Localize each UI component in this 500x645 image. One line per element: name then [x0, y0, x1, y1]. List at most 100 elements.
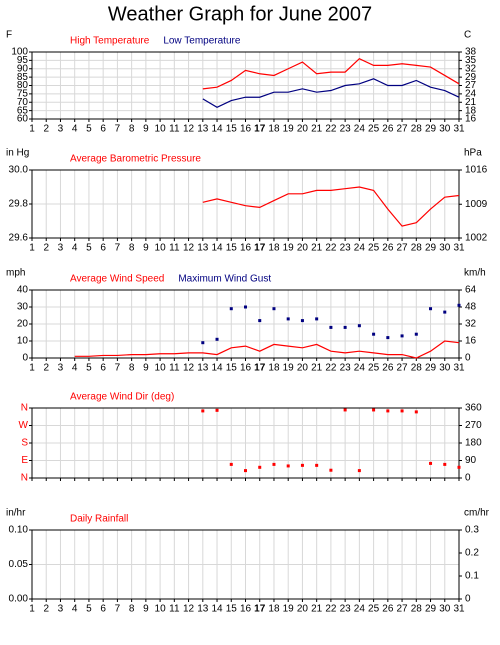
y2-axis-unit: C: [464, 30, 471, 41]
y2-tick-label: 1002: [465, 233, 488, 244]
data-point: [414, 410, 418, 414]
x-tick-label: 4: [72, 243, 78, 254]
x-tick-label: 28: [411, 124, 423, 135]
y2-tick-label: 32: [465, 319, 477, 330]
y-tick-label: 29.8: [9, 199, 29, 210]
y2-tick-label: 0: [465, 594, 471, 605]
y-tick-label: 60: [17, 114, 29, 125]
x-tick-label: 11: [169, 243, 180, 254]
x-tick-label: 27: [397, 604, 409, 615]
x-tick-label: 15: [226, 124, 238, 135]
x-tick-label: 29: [425, 124, 437, 135]
data-point: [286, 317, 290, 321]
data-point: [215, 408, 219, 412]
x-tick-label: 27: [397, 243, 409, 254]
x-tick-label: 22: [325, 363, 337, 374]
x-tick-label: 20: [297, 124, 309, 135]
y-tick-label: 75: [17, 89, 29, 100]
x-tick-label: 26: [382, 363, 394, 374]
x-tick-label: 28: [411, 363, 423, 374]
data-point: [300, 319, 304, 323]
x-tick-label: 29: [425, 363, 437, 374]
x-tick-label: 3: [58, 124, 64, 135]
x-tick-label: 30: [439, 124, 451, 135]
plot-frame: [31, 51, 460, 120]
x-tick-label: 19: [283, 124, 295, 135]
x-tick-label: 1: [29, 243, 35, 254]
data-point: [343, 408, 347, 412]
x-tick-label: 6: [100, 363, 106, 374]
y-axis-unit: F: [6, 30, 12, 41]
x-tick-label: 1: [29, 363, 35, 374]
y-tick-label: 90: [17, 63, 29, 74]
plot-frame: [31, 529, 460, 600]
x-tick-label: 25: [368, 604, 380, 615]
x-tick-label: 25: [368, 124, 380, 135]
x-tick-label: 31: [453, 363, 465, 374]
x-tick-label: 21: [311, 124, 323, 135]
x-tick-label: 14: [211, 243, 223, 254]
y2-tick-label: 64: [465, 285, 477, 296]
x-tick-label: 23: [340, 124, 352, 135]
y-tick-label: W: [19, 420, 29, 431]
x-tick-label: 8: [129, 124, 135, 135]
x-tick-label: 14: [211, 604, 223, 615]
x-tick-label: 7: [115, 124, 121, 135]
x-tick-label: 3: [58, 363, 64, 374]
x-tick-label: 7: [115, 243, 121, 254]
x-tick-label: 17: [254, 124, 266, 135]
data-point: [372, 332, 376, 336]
x-tick-label: 9: [143, 124, 149, 135]
y-axis-unit: in Hg: [6, 148, 29, 159]
x-tick-label: 12: [183, 604, 195, 615]
data-point: [357, 469, 361, 473]
data-point: [400, 334, 404, 338]
y2-tick-label: 180: [465, 438, 482, 449]
y-tick-label: S: [21, 438, 28, 449]
data-point: [457, 303, 461, 307]
x-tick-label: 13: [197, 604, 209, 615]
y2-tick-label: 0.1: [465, 571, 479, 582]
x-tick-label: 21: [311, 604, 323, 615]
x-tick-label: 8: [129, 363, 135, 374]
y2-tick-label: 0: [465, 473, 471, 484]
y2-tick-label: 16: [465, 114, 477, 125]
x-tick-label: 9: [143, 604, 149, 615]
data-point: [244, 469, 247, 473]
y-tick-label: N: [21, 403, 28, 414]
y-tick-label: 20: [17, 319, 29, 330]
x-tick-label: 5: [86, 363, 92, 374]
x-tick-label: 18: [268, 124, 280, 135]
x-tick-label: 22: [325, 243, 337, 254]
x-tick-label: 25: [368, 363, 380, 374]
x-tick-label: 30: [439, 363, 451, 374]
y2-tick-label: 21: [465, 97, 477, 108]
x-tick-label: 26: [382, 124, 394, 135]
y2-tick-label: 27: [465, 80, 477, 91]
series-line: [74, 340, 460, 359]
x-tick-label: 30: [439, 604, 451, 615]
data-point: [272, 307, 276, 311]
y-tick-label: 85: [17, 72, 29, 83]
y-tick-label: 70: [17, 97, 29, 108]
page-title: Weather Graph for June 2007: [108, 3, 372, 25]
x-tick-label: 14: [211, 363, 223, 374]
x-tick-label: 10: [155, 124, 167, 135]
y2-tick-label: 16: [465, 336, 477, 347]
x-tick-label: 20: [297, 604, 309, 615]
x-tick-label: 19: [283, 363, 295, 374]
data-point: [386, 409, 390, 413]
x-tick-label: 11: [169, 363, 180, 374]
data-point: [329, 325, 333, 329]
data-point: [429, 307, 433, 311]
x-tick-label: 19: [283, 604, 295, 615]
y-tick-label: 30.0: [9, 165, 29, 176]
legend-entry: Average Wind Dir (deg): [70, 392, 174, 403]
y2-tick-label: 18: [465, 105, 477, 116]
y-tick-label: 0.00: [9, 594, 29, 605]
x-tick-label: 24: [354, 124, 366, 135]
data-point: [315, 317, 319, 321]
data-point: [300, 463, 304, 467]
x-tick-label: 5: [86, 604, 92, 615]
x-tick-label: 6: [100, 604, 106, 615]
